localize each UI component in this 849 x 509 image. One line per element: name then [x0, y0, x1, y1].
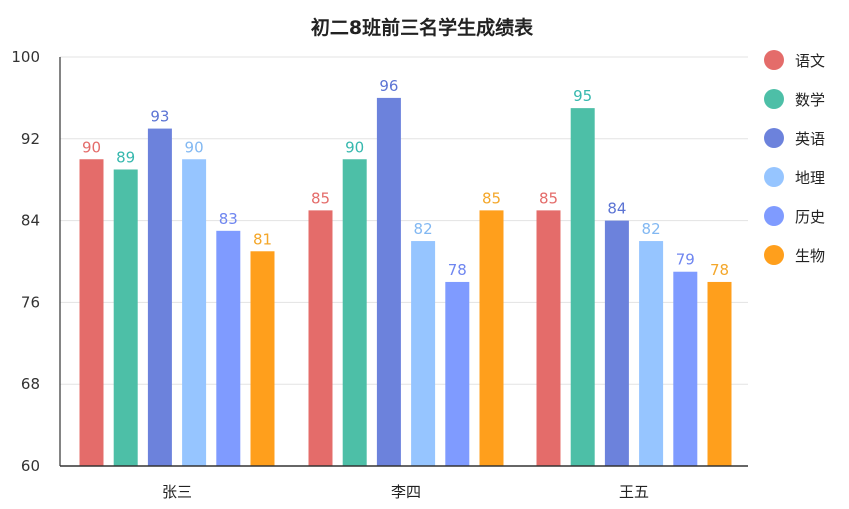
legend-swatch	[764, 89, 784, 109]
bar-2-5	[707, 281, 732, 466]
bar-2-1	[570, 108, 595, 466]
legend-label: 英语	[795, 130, 825, 148]
y-tick-label: 68	[21, 375, 40, 393]
bar-1-2	[376, 97, 401, 467]
value-label: 85	[311, 189, 330, 207]
bar-0-0	[79, 159, 104, 466]
bar-1-0	[308, 210, 333, 466]
value-label: 83	[219, 210, 238, 228]
x-tick-label: 李四	[391, 483, 421, 501]
legend-label: 历史	[795, 208, 825, 226]
legend-label: 数学	[795, 91, 825, 109]
legend-swatch	[764, 128, 784, 148]
bar-0-1	[113, 169, 138, 466]
value-label: 79	[676, 251, 695, 269]
value-label: 93	[150, 108, 169, 126]
bar-0-5	[250, 251, 275, 466]
legend-swatch	[764, 50, 784, 70]
bar-2-2	[604, 220, 629, 466]
value-label: 78	[710, 261, 729, 279]
y-tick-label: 76	[21, 293, 40, 311]
bar-1-5	[479, 210, 504, 466]
bar-1-1	[342, 159, 367, 466]
value-label: 89	[116, 148, 135, 166]
legend-label: 语文	[795, 52, 825, 70]
bar-0-2	[147, 128, 172, 466]
bar-1-3	[411, 241, 436, 466]
value-label: 95	[573, 87, 592, 105]
value-label: 84	[607, 200, 626, 218]
value-label: 90	[185, 138, 204, 156]
y-tick-label: 92	[21, 130, 40, 148]
bar-2-4	[673, 271, 698, 466]
grid-lines	[60, 56, 748, 385]
bar-1-4	[445, 281, 470, 466]
value-label: 81	[253, 230, 272, 248]
y-tick-label: 84	[21, 212, 40, 230]
value-label: 90	[82, 138, 101, 156]
value-label: 96	[379, 77, 398, 95]
chart-title: 初二8班前三名学生成绩表	[311, 16, 534, 39]
legend-swatch	[764, 206, 784, 226]
y-tick-label: 100	[11, 48, 40, 66]
value-label: 90	[345, 138, 364, 156]
y-tick-label: 60	[21, 457, 40, 475]
x-axis-ticks: 张三 李四 王五	[162, 483, 649, 501]
bars-group	[79, 97, 732, 467]
bar-0-3	[182, 159, 207, 466]
bar-2-0	[536, 210, 561, 466]
value-label: 85	[539, 189, 558, 207]
value-label: 78	[448, 261, 467, 279]
value-label: 82	[414, 220, 433, 238]
bar-2-3	[639, 241, 664, 466]
bar-0-4	[216, 230, 241, 466]
axes	[59, 57, 748, 467]
value-label: 85	[482, 189, 501, 207]
x-tick-label: 张三	[162, 483, 192, 501]
value-labels: 90 85 85 89 90 95 93 96 84 90 82 82 83 78 79 81 85 78	[82, 77, 729, 279]
legend-label: 生物	[795, 247, 825, 265]
x-tick-label: 王五	[619, 483, 649, 501]
legend-label: 地理	[795, 169, 825, 187]
value-label: 82	[642, 220, 661, 238]
y-axis-ticks: 60 68 76 84 92 100	[11, 48, 40, 475]
legend-swatch	[764, 245, 784, 265]
legend-swatch	[764, 167, 784, 187]
